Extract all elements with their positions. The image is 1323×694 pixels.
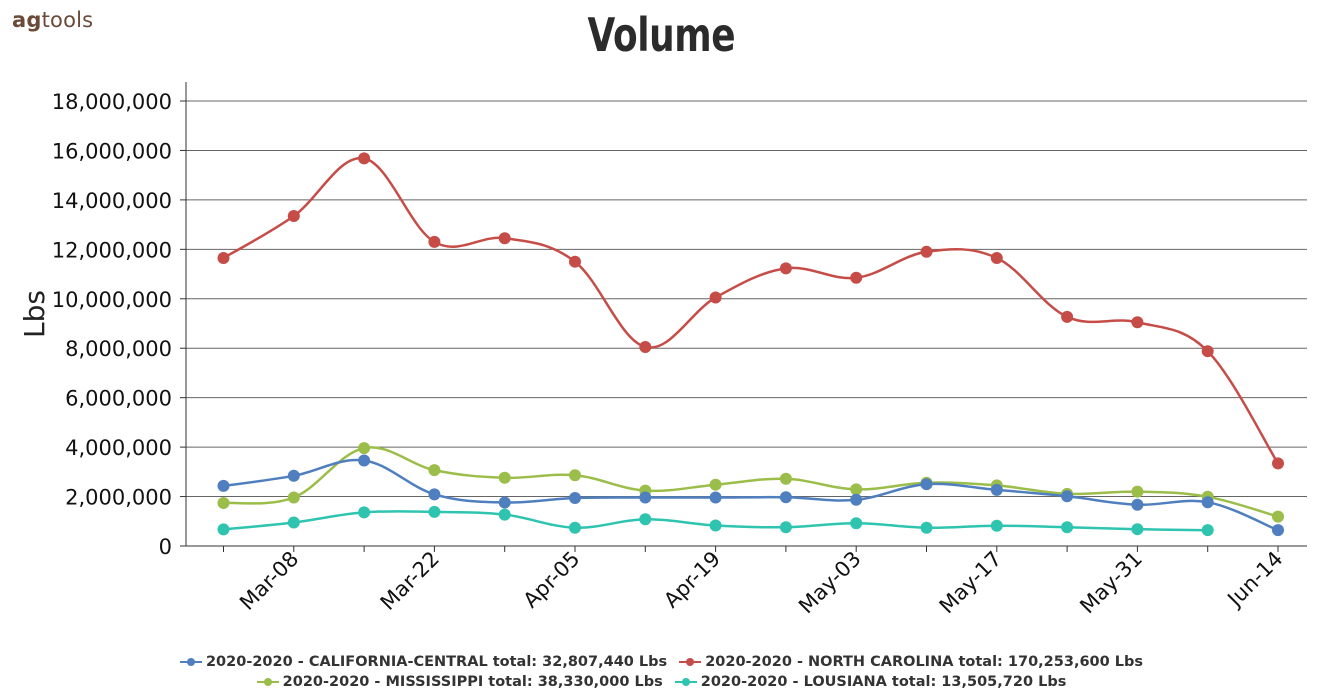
data-point[interactable] xyxy=(1061,521,1074,534)
data-point[interactable] xyxy=(1131,523,1144,536)
x-tick-label: May-03 xyxy=(794,547,866,619)
legend-item[interactable]: 2020-2020 - CALIFORNIA-CENTRAL total: 32… xyxy=(179,652,668,672)
data-point[interactable] xyxy=(639,491,652,504)
data-point[interactable] xyxy=(569,255,581,268)
x-tick-label: May-17 xyxy=(935,547,1007,619)
data-point[interactable] xyxy=(358,152,371,165)
y-tick-label: 6,000,000 xyxy=(65,387,172,411)
data-point[interactable] xyxy=(920,245,933,258)
data-point[interactable] xyxy=(428,488,441,501)
data-point[interactable] xyxy=(709,519,722,532)
data-point[interactable] xyxy=(850,517,863,530)
data-point[interactable] xyxy=(709,491,722,504)
data-point[interactable] xyxy=(1061,490,1074,503)
data-point[interactable] xyxy=(1201,524,1214,537)
data-point[interactable] xyxy=(1061,310,1074,323)
x-axis: Mar-08 Mar-22 Apr-05 Apr-19 May-03 May-17 May-… xyxy=(186,545,1307,619)
data-point[interactable] xyxy=(639,340,652,353)
legend-item[interactable]: 2020-2020 - LOUSIANA total: 13,505,720 L… xyxy=(674,672,1067,692)
data-point[interactable] xyxy=(428,464,441,477)
data-point[interactable] xyxy=(358,442,371,455)
data-point[interactable] xyxy=(850,483,863,496)
data-point[interactable] xyxy=(569,469,581,482)
data-point[interactable] xyxy=(1131,485,1144,498)
data-point[interactable] xyxy=(1201,345,1214,358)
data-point[interactable] xyxy=(990,519,1003,532)
data-point[interactable] xyxy=(217,251,230,264)
y-tick-label: 4,000,000 xyxy=(65,436,172,460)
line-chart: 0 2,000,000 4,000,000 6,000,000 8,000,000 10,… xyxy=(18,82,1307,619)
series-group xyxy=(217,152,1284,537)
data-point[interactable] xyxy=(709,478,722,491)
legend-swatch xyxy=(679,652,702,672)
legend-label: 2020-2020 - LOUSIANA total: 13,505,720 L… xyxy=(700,674,1067,690)
y-tick-label: 16,000,000 xyxy=(52,139,172,163)
brand-logo: agtools xyxy=(12,8,94,32)
legend-label: 2020-2020 - NORTH CAROLINA total: 170,25… xyxy=(705,654,1144,670)
data-point[interactable] xyxy=(850,271,863,284)
y-tick-label: 8,000,000 xyxy=(65,337,172,361)
chart-title: Volume xyxy=(587,8,736,62)
data-point[interactable] xyxy=(779,521,792,534)
data-point[interactable] xyxy=(920,521,933,534)
x-tick-label: Apr-05 xyxy=(519,547,585,613)
x-tick-label: Apr-19 xyxy=(659,547,725,613)
series-line xyxy=(223,446,1279,518)
legend: 2020-2020 - CALIFORNIA-CENTRAL total: 32… xyxy=(0,652,1323,692)
series-line xyxy=(222,157,1280,465)
data-point[interactable] xyxy=(779,262,792,275)
data-point[interactable] xyxy=(287,516,300,529)
data-point[interactable] xyxy=(1272,457,1284,470)
data-point[interactable] xyxy=(779,491,792,504)
data-point[interactable] xyxy=(428,235,441,248)
x-tick-label: Mar-08 xyxy=(235,547,303,615)
data-point[interactable] xyxy=(498,508,511,521)
data-point[interactable] xyxy=(358,506,371,519)
data-point[interactable] xyxy=(498,471,511,484)
data-point[interactable] xyxy=(428,505,441,518)
legend-swatch xyxy=(179,652,202,672)
data-point[interactable] xyxy=(990,483,1003,496)
y-tick-label: 2,000,000 xyxy=(65,486,172,510)
legend-label: 2020-2020 - CALIFORNIA-CENTRAL total: 32… xyxy=(205,654,668,670)
y-tick-label: 10,000,000 xyxy=(52,288,172,312)
data-point[interactable] xyxy=(779,472,792,485)
data-point[interactable] xyxy=(498,496,511,509)
data-point[interactable] xyxy=(287,469,300,482)
data-point[interactable] xyxy=(1131,316,1144,329)
y-tick-label: 18,000,000 xyxy=(52,90,172,114)
data-point[interactable] xyxy=(1201,496,1214,509)
x-tick-label: Jun-14 xyxy=(1222,547,1288,613)
legend-swatch xyxy=(674,672,697,692)
y-tick-label: 14,000,000 xyxy=(52,189,172,213)
data-point[interactable] xyxy=(569,492,581,505)
data-point[interactable] xyxy=(498,232,511,245)
data-point[interactable] xyxy=(569,521,581,534)
data-point[interactable] xyxy=(1272,524,1284,537)
data-point[interactable] xyxy=(709,291,722,304)
data-point[interactable] xyxy=(287,491,300,504)
y-axis-label: Lbs xyxy=(18,290,51,338)
legend-item[interactable]: 2020-2020 - NORTH CAROLINA total: 170,25… xyxy=(679,652,1143,672)
data-point[interactable] xyxy=(358,454,371,467)
series-line xyxy=(223,458,1279,532)
legend-swatch xyxy=(256,672,279,692)
data-point[interactable] xyxy=(850,493,863,506)
data-point[interactable] xyxy=(639,513,652,526)
data-point[interactable] xyxy=(990,251,1003,264)
y-tick-label: 12,000,000 xyxy=(52,238,172,262)
legend-label: 2020-2020 - MISSISSIPPI total: 38,330,00… xyxy=(282,674,663,690)
y-axis: 0 2,000,000 4,000,000 6,000,000 8,000,000 10,… xyxy=(52,82,187,559)
x-tick-label: May-31 xyxy=(1075,547,1147,619)
data-point[interactable] xyxy=(217,523,230,536)
data-point[interactable] xyxy=(1131,498,1144,511)
data-point[interactable] xyxy=(287,209,300,222)
data-point[interactable] xyxy=(1272,510,1284,523)
y-tick-label: 0 xyxy=(159,535,172,559)
data-point[interactable] xyxy=(217,496,230,509)
legend-item[interactable]: 2020-2020 - MISSISSIPPI total: 38,330,00… xyxy=(256,672,663,692)
data-point[interactable] xyxy=(217,479,230,492)
data-point[interactable] xyxy=(920,478,933,491)
x-tick-label: Mar-22 xyxy=(376,547,444,615)
